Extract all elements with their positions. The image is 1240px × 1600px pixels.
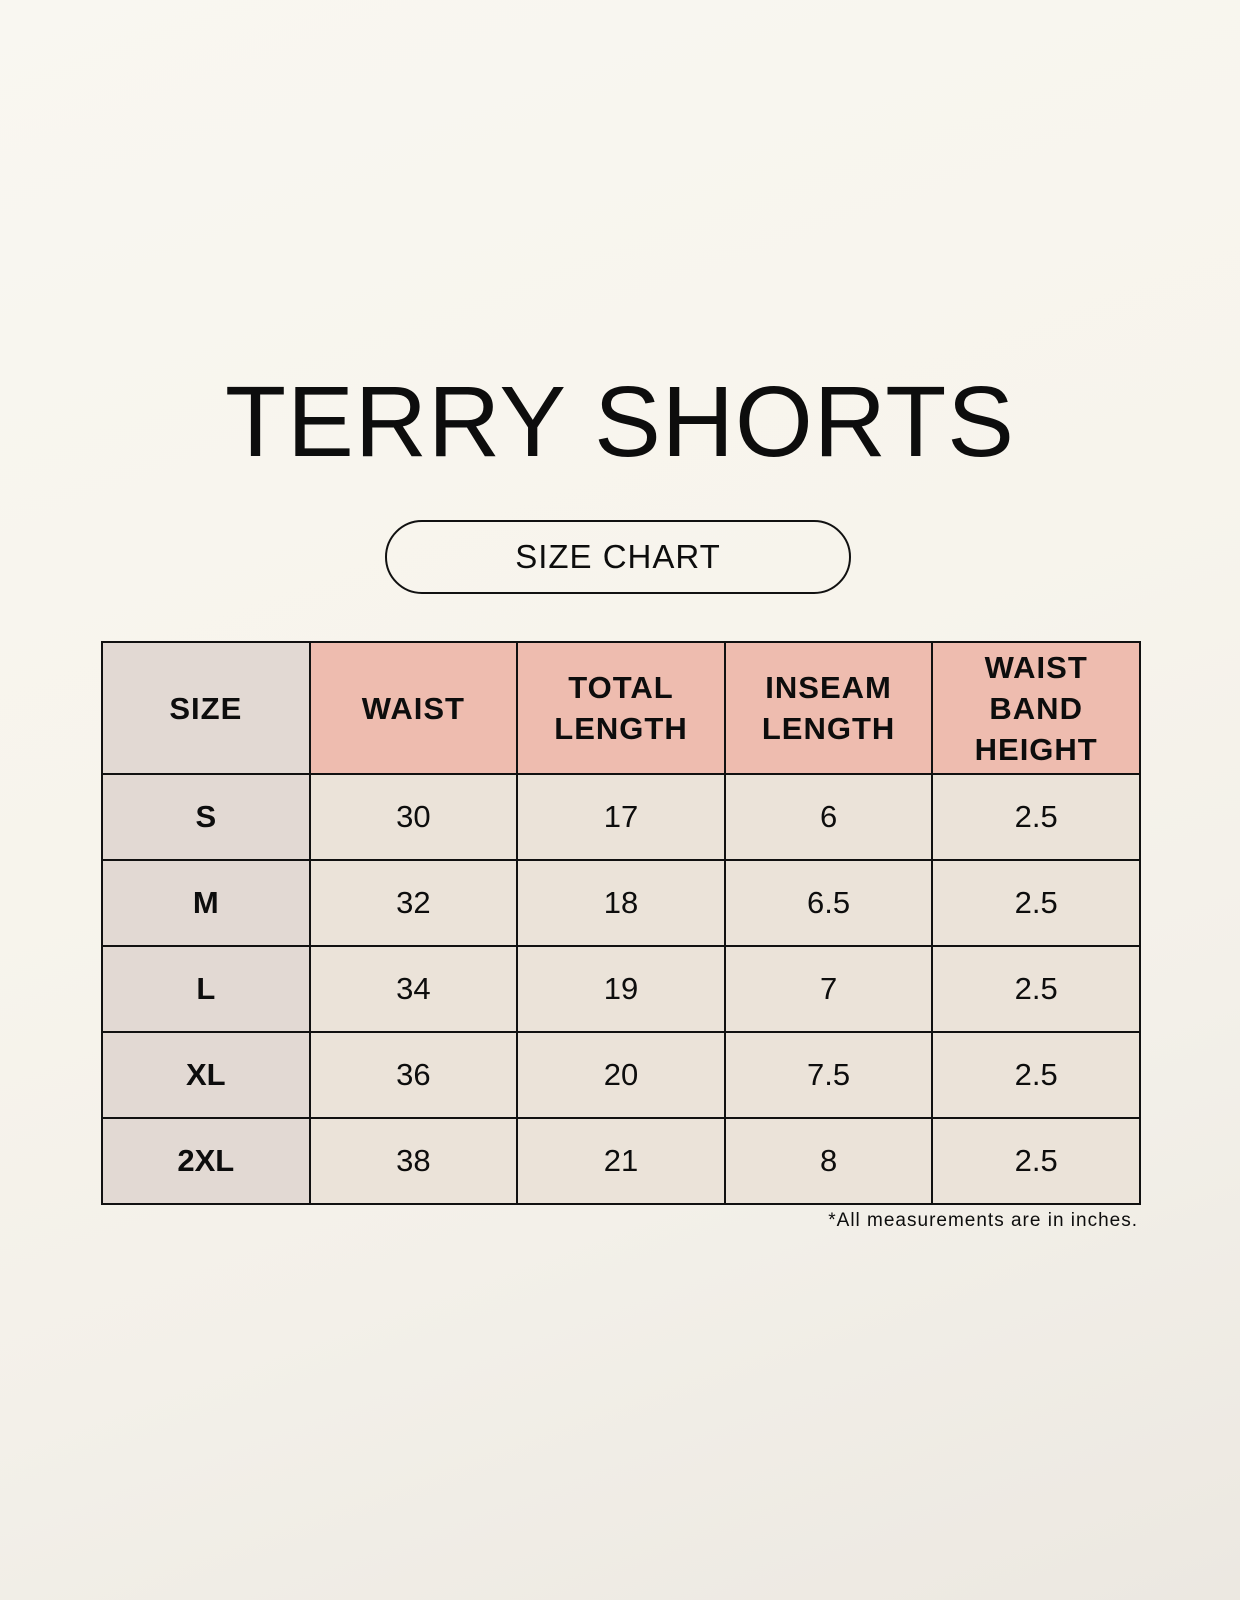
value-cell: 32 — [308, 859, 519, 947]
size-cell: S — [101, 773, 311, 861]
table-row: M 32 18 6.5 2.5 — [101, 859, 1141, 947]
value-cell: 17 — [516, 773, 726, 861]
value-cell: 2.5 — [931, 859, 1141, 947]
value-cell: 2.5 — [931, 773, 1141, 861]
value-cell: 36 — [308, 1031, 519, 1119]
header-waist: WAIST — [308, 641, 519, 775]
size-cell: 2XL — [101, 1117, 311, 1205]
value-cell: 34 — [308, 945, 519, 1033]
page-title: TERRY SHORTS — [225, 366, 1015, 478]
header-size: SIZE — [101, 641, 311, 775]
table-row: 2XL 38 21 8 2.5 — [101, 1117, 1141, 1205]
header-waist-band-height: WAIST BAND HEIGHT — [931, 641, 1141, 775]
size-cell: XL — [101, 1031, 311, 1119]
value-cell: 2.5 — [931, 1117, 1141, 1205]
value-cell: 20 — [516, 1031, 726, 1119]
value-cell: 2.5 — [931, 945, 1141, 1033]
size-chart-label: SIZE CHART — [515, 538, 721, 575]
table-row: XL 36 20 7.5 2.5 — [101, 1031, 1141, 1119]
size-cell: M — [101, 859, 311, 947]
header-inseam-length: INSEAM LENGTH — [723, 641, 934, 775]
value-cell: 30 — [308, 773, 519, 861]
value-cell: 6 — [723, 773, 934, 861]
value-cell: 18 — [516, 859, 726, 947]
footnote: *All measurements are in inches. — [828, 1210, 1138, 1231]
header-row: SIZE WAIST TOTAL LENGTH INSEAM LENGTH WA… — [101, 641, 1141, 775]
size-cell: L — [101, 945, 311, 1033]
value-cell: 21 — [516, 1117, 726, 1205]
value-cell: 6.5 — [723, 859, 934, 947]
size-chart-badge: SIZE CHART — [385, 520, 851, 594]
value-cell: 38 — [308, 1117, 519, 1205]
value-cell: 2.5 — [931, 1031, 1141, 1119]
value-cell: 19 — [516, 945, 726, 1033]
value-cell: 7 — [723, 945, 934, 1033]
value-cell: 7.5 — [723, 1031, 934, 1119]
size-table: SIZE WAIST TOTAL LENGTH INSEAM LENGTH WA… — [101, 641, 1141, 1205]
header-total-length: TOTAL LENGTH — [516, 641, 726, 775]
value-cell: 8 — [723, 1117, 934, 1205]
table-row: S 30 17 6 2.5 — [101, 773, 1141, 861]
table-row: L 34 19 7 2.5 — [101, 945, 1141, 1033]
